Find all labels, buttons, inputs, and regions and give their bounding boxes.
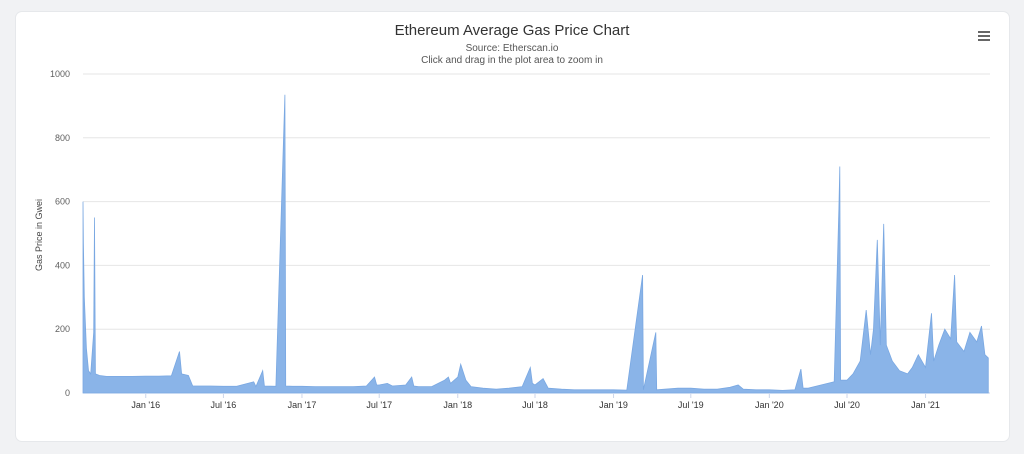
series-area <box>82 94 989 394</box>
x-tick-label: Jul '19 <box>678 400 704 410</box>
x-tick-label: Jul '18 <box>522 400 548 410</box>
hamburger-menu-icon[interactable] <box>976 29 992 43</box>
x-tick-label: Jan '17 <box>288 400 317 410</box>
y-tick-label: 600 <box>55 197 70 207</box>
x-tick-label: Jan '18 <box>443 400 472 410</box>
y-axis-ticks: 0 200 400 600 800 1000 <box>50 69 70 398</box>
y-axis-title: Gas Price in Gwei <box>34 199 44 271</box>
zoom-hint: Click and drag in the plot area to zoom … <box>421 55 603 66</box>
y-tick-label: 0 <box>65 388 70 398</box>
x-tick-label: Jan '19 <box>599 400 628 410</box>
x-tick-label: Jul '20 <box>834 400 860 410</box>
x-tick-label: Jul '16 <box>211 400 237 410</box>
x-axis: Jan '16 Jul '16 Jan '17 Jul '17 Jan '18 Jul '… <box>131 393 940 410</box>
series-area-path <box>82 94 989 394</box>
gridlines <box>83 73 990 394</box>
y-tick-label: 800 <box>55 133 70 143</box>
x-tick-label: Jan '16 <box>131 400 160 410</box>
x-tick-label: Jul '17 <box>366 400 392 410</box>
chart-title: Ethereum Average Gas Price Chart <box>394 22 630 39</box>
chart-source: Source: Etherscan.io <box>465 43 559 54</box>
y-tick-label: 1000 <box>50 69 70 79</box>
y-tick-label: 400 <box>55 260 70 270</box>
x-tick-label: Jan '21 <box>911 400 940 410</box>
y-tick-label: 200 <box>55 324 70 334</box>
x-tick-label: Jan '20 <box>755 400 784 410</box>
